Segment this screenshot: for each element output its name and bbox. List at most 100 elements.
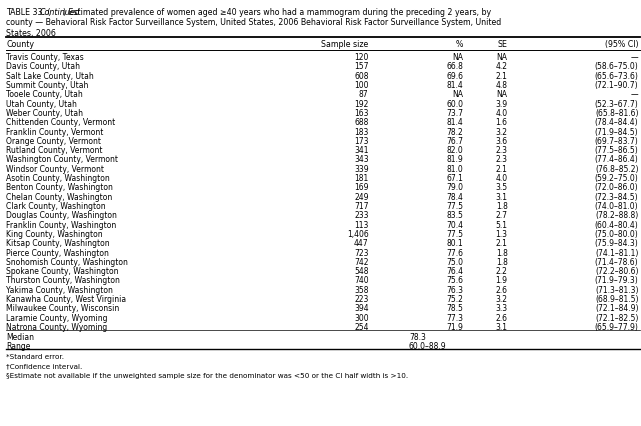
Text: 73.7: 73.7 (446, 109, 463, 118)
Text: 3.5: 3.5 (495, 183, 508, 192)
Text: 223: 223 (354, 294, 369, 303)
Text: Tooele County, Utah: Tooele County, Utah (6, 90, 83, 99)
Text: NA: NA (497, 90, 508, 99)
Text: 77.5: 77.5 (446, 230, 463, 239)
Text: Travis County, Texas: Travis County, Texas (6, 53, 84, 62)
Text: 69.6: 69.6 (446, 72, 463, 81)
Text: 300: 300 (354, 313, 369, 322)
Text: 688: 688 (354, 118, 369, 127)
Text: 83.5: 83.5 (447, 211, 463, 220)
Text: 120: 120 (354, 53, 369, 62)
Text: Continued: Continued (39, 8, 80, 17)
Text: 548: 548 (354, 267, 369, 276)
Text: 113: 113 (354, 220, 369, 229)
Text: ) Estimated prevalence of women aged ≥40 years who had a mammogram during the pr: ) Estimated prevalence of women aged ≥40… (63, 8, 492, 17)
Text: SE: SE (498, 40, 508, 49)
Text: 78.2: 78.2 (447, 127, 463, 136)
Text: 76.4: 76.4 (446, 267, 463, 276)
Text: (69.7–83.7): (69.7–83.7) (595, 137, 638, 146)
Text: 5.1: 5.1 (495, 220, 508, 229)
Text: Sample size: Sample size (321, 40, 369, 49)
Text: 343: 343 (354, 155, 369, 164)
Text: Utah County, Utah: Utah County, Utah (6, 99, 78, 108)
Text: 4.2: 4.2 (495, 62, 508, 71)
Text: 2.3: 2.3 (495, 146, 508, 155)
Text: (72.3–84.5): (72.3–84.5) (595, 192, 638, 201)
Text: (65.9–77.9): (65.9–77.9) (595, 322, 638, 331)
Text: 81.9: 81.9 (447, 155, 463, 164)
Text: (60.4–80.4): (60.4–80.4) (595, 220, 638, 229)
Text: 608: 608 (354, 72, 369, 81)
Text: 60.0: 60.0 (446, 99, 463, 108)
Text: Kanawha County, West Virginia: Kanawha County, West Virginia (6, 294, 126, 303)
Text: 4.0: 4.0 (495, 174, 508, 183)
Text: (95% CI): (95% CI) (605, 40, 638, 49)
Text: 78.4: 78.4 (447, 192, 463, 201)
Text: 742: 742 (354, 257, 369, 266)
Text: 1.6: 1.6 (495, 118, 508, 127)
Text: King County, Washington: King County, Washington (6, 230, 103, 239)
Text: Orange County, Vermont: Orange County, Vermont (6, 137, 101, 146)
Text: 2.7: 2.7 (495, 211, 508, 220)
Text: Range: Range (6, 341, 31, 350)
Text: 192: 192 (354, 99, 369, 108)
Text: (72.0–86.0): (72.0–86.0) (595, 183, 638, 192)
Text: 1.9: 1.9 (495, 276, 508, 285)
Text: 723: 723 (354, 248, 369, 257)
Text: 81.4: 81.4 (447, 81, 463, 90)
Text: 87: 87 (359, 90, 369, 99)
Text: 254: 254 (354, 322, 369, 331)
Text: Benton County, Washington: Benton County, Washington (6, 183, 113, 192)
Text: 77.3: 77.3 (446, 313, 463, 322)
Text: Rutland County, Vermont: Rutland County, Vermont (6, 146, 103, 155)
Text: Yakima County, Washington: Yakima County, Washington (6, 285, 113, 294)
Text: County: County (6, 40, 35, 49)
Text: (52.3–67.7): (52.3–67.7) (595, 99, 638, 108)
Text: 173: 173 (354, 137, 369, 146)
Text: Asotin County, Washington: Asotin County, Washington (6, 174, 110, 183)
Text: 4.0: 4.0 (495, 109, 508, 118)
Text: §Estimate not available if the unweighted sample size for the denominator was <5: §Estimate not available if the unweighte… (6, 372, 408, 378)
Text: (78.4–84.4): (78.4–84.4) (595, 118, 638, 127)
Text: (68.9–81.5): (68.9–81.5) (595, 294, 638, 303)
Text: (59.2–75.0): (59.2–75.0) (595, 174, 638, 183)
Text: Snohomish County, Washington: Snohomish County, Washington (6, 257, 128, 266)
Text: 358: 358 (354, 285, 369, 294)
Text: 157: 157 (354, 62, 369, 71)
Text: (58.6–75.0): (58.6–75.0) (595, 62, 638, 71)
Text: 2.6: 2.6 (495, 313, 508, 322)
Text: county — Behavioral Risk Factor Surveillance System, United States, 2006 Behavio: county — Behavioral Risk Factor Surveill… (6, 18, 502, 27)
Text: Davis County, Utah: Davis County, Utah (6, 62, 80, 71)
Text: Weber County, Utah: Weber County, Utah (6, 109, 83, 118)
Text: 1.8: 1.8 (495, 201, 508, 210)
Text: Thurston County, Washington: Thurston County, Washington (6, 276, 121, 285)
Text: Milwaukee County, Wisconsin: Milwaukee County, Wisconsin (6, 304, 120, 313)
Text: (77.4–86.4): (77.4–86.4) (595, 155, 638, 164)
Text: (72.1–90.7): (72.1–90.7) (595, 81, 638, 90)
Text: 1.3: 1.3 (495, 230, 508, 239)
Text: 75.6: 75.6 (446, 276, 463, 285)
Text: 169: 169 (354, 183, 369, 192)
Text: (74.1–81.1): (74.1–81.1) (595, 248, 638, 257)
Text: Clark County, Washington: Clark County, Washington (6, 201, 106, 210)
Text: NA: NA (453, 90, 463, 99)
Text: (78.2–88.8): (78.2–88.8) (595, 211, 638, 220)
Text: 163: 163 (354, 109, 369, 118)
Text: 4.8: 4.8 (495, 81, 508, 90)
Text: 447: 447 (354, 239, 369, 248)
Text: Douglas County, Washington: Douglas County, Washington (6, 211, 117, 220)
Text: (76.8–85.2): (76.8–85.2) (595, 164, 638, 173)
Text: Windsor County, Vermont: Windsor County, Vermont (6, 164, 104, 173)
Text: 2.1: 2.1 (495, 239, 508, 248)
Text: 78.5: 78.5 (447, 304, 463, 313)
Text: 2.1: 2.1 (495, 72, 508, 81)
Text: Summit County, Utah: Summit County, Utah (6, 81, 89, 90)
Text: 100: 100 (354, 81, 369, 90)
Text: 339: 339 (354, 164, 369, 173)
Text: 75.2: 75.2 (447, 294, 463, 303)
Text: 60.0–88.9: 60.0–88.9 (409, 341, 447, 350)
Text: *Standard error.: *Standard error. (6, 354, 64, 360)
Text: Kitsap County, Washington: Kitsap County, Washington (6, 239, 110, 248)
Text: 717: 717 (354, 201, 369, 210)
Text: 79.0: 79.0 (446, 183, 463, 192)
